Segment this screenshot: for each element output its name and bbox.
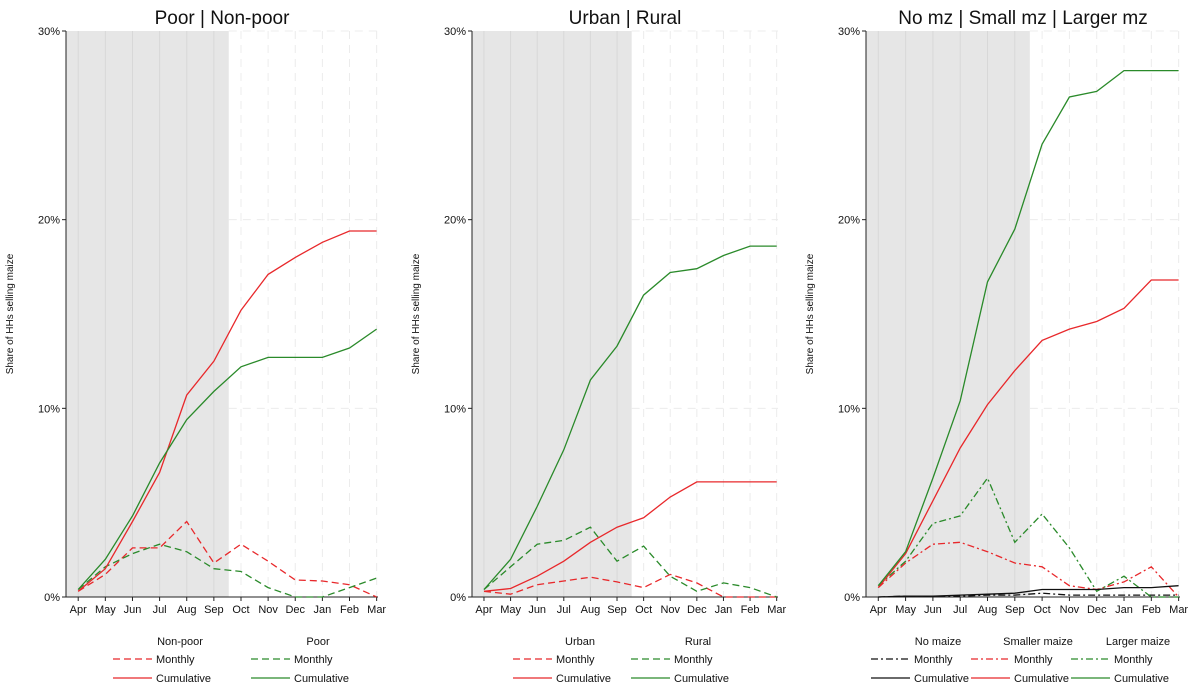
x-tick-label: Jun [528, 604, 546, 616]
x-tick-label: Jan [314, 604, 332, 616]
x-tick-label: Feb [340, 604, 359, 616]
series-line-poor-monthly [77, 543, 377, 598]
x-tick-label: Jan [715, 604, 733, 616]
series-line-urban-cumulative [483, 481, 777, 592]
y-tick-label: 20% [38, 215, 60, 227]
legend-entry-label: Monthly [1014, 654, 1053, 666]
legend-entry-label: Monthly [674, 654, 713, 666]
x-tick-label: Sep [607, 604, 627, 616]
shaded-period [866, 31, 1030, 597]
series-line-rural-cumulative [483, 245, 777, 590]
shaded-period [472, 31, 632, 597]
x-tick-label: Jul [153, 604, 167, 616]
series-line-larger-maize-monthly [877, 476, 1179, 598]
x-tick-label: Apr [70, 604, 87, 616]
legend-entry-label: Monthly [556, 654, 595, 666]
legend-group-title: Rural [685, 636, 711, 648]
legend-entry-label: Cumulative [294, 673, 349, 685]
chart-title: Urban | Rural [569, 8, 682, 29]
x-tick-label: May [95, 604, 116, 616]
y-tick-label: 10% [838, 403, 860, 415]
y-axis-label: Share of HHs selling maize [805, 253, 816, 374]
x-tick-label: Aug [581, 604, 601, 616]
series-line-no-maize-cumulative [878, 585, 1179, 598]
chart-title: Poor | Non-poor [155, 8, 291, 29]
x-tick-label: Apr [870, 604, 887, 616]
x-tick-label: Feb [1142, 604, 1161, 616]
legend-group-title: No maize [915, 636, 961, 648]
legend-group-title: Non-poor [157, 636, 203, 648]
legend-group-title: Urban [565, 636, 595, 648]
x-tick-label: Aug [978, 604, 998, 616]
y-tick-label: 10% [38, 403, 60, 415]
x-tick-label: Mar [767, 604, 786, 616]
series-line-rural-monthly [483, 526, 777, 598]
x-tick-label: Oct [232, 604, 249, 616]
x-tick-label: May [895, 604, 916, 616]
series-line-urban-monthly [483, 573, 777, 598]
legend-entry-label: Cumulative [914, 673, 969, 685]
x-tick-label: Nov [1060, 604, 1080, 616]
legend-group-title: Smaller maize [1003, 636, 1073, 648]
x-tick-label: Oct [1034, 604, 1051, 616]
legend-group-title: Poor [306, 636, 330, 648]
legend-entry-label: Cumulative [156, 673, 211, 685]
series-line-smaller-maize-monthly [877, 541, 1180, 598]
legend-entry-label: Cumulative [556, 673, 611, 685]
x-tick-label: Jul [953, 604, 967, 616]
x-tick-label: Dec [687, 604, 707, 616]
legend-entry-label: Cumulative [1014, 673, 1069, 685]
series-line-larger-maize-cumulative [877, 69, 1179, 587]
x-tick-label: Feb [741, 604, 760, 616]
x-tick-label: Apr [475, 604, 492, 616]
x-tick-label: Nov [258, 604, 278, 616]
series-line-non-poor-monthly [77, 520, 377, 598]
chart-title: No mz | Small mz | Larger mz [898, 8, 1148, 29]
x-tick-label: May [500, 604, 521, 616]
x-tick-label: Jul [557, 604, 571, 616]
series-line-poor-cumulative [77, 328, 377, 590]
y-axis-label: Share of HHs selling maize [411, 253, 422, 374]
y-tick-label: 30% [838, 26, 860, 38]
chart-panel-1: 0% 10% 20% 30% Apr May Jun Jul Aug Sep Oct Nov Dec Ja… [5, 8, 386, 685]
series-line-non-poor-cumulative [77, 230, 377, 592]
x-tick-label: Jun [124, 604, 142, 616]
legend-entry-label: Monthly [156, 654, 195, 666]
y-tick-label: 30% [38, 26, 60, 38]
shaded-period [66, 31, 229, 597]
legend-entry-label: Monthly [294, 654, 333, 666]
x-tick-label: Mar [367, 604, 386, 616]
x-tick-label: Sep [1005, 604, 1025, 616]
y-tick-label: 20% [838, 215, 860, 227]
x-tick-label: Mar [1169, 604, 1188, 616]
y-tick-label: 0% [844, 592, 860, 604]
series-line-smaller-maize-cumulative [877, 279, 1179, 589]
y-tick-label: 30% [444, 26, 466, 38]
y-tick-label: 0% [450, 592, 466, 604]
x-tick-label: Jun [924, 604, 942, 616]
x-tick-label: Dec [1087, 604, 1107, 616]
legend-group-title: Larger maize [1106, 636, 1170, 648]
chart-panel-2: 0% 10% 20% 30% Apr May Jun Jul Aug Sep Oct Nov Dec Ja… [411, 8, 786, 685]
x-tick-label: Dec [285, 604, 305, 616]
x-tick-label: Aug [177, 604, 197, 616]
y-tick-label: 10% [444, 403, 466, 415]
y-tick-label: 20% [444, 215, 466, 227]
x-tick-label: Sep [204, 604, 224, 616]
x-tick-label: Nov [660, 604, 680, 616]
y-tick-label: 0% [44, 592, 60, 604]
legend-entry-label: Cumulative [1114, 673, 1169, 685]
legend-entry-label: Monthly [1114, 654, 1153, 666]
legend-entry-label: Monthly [914, 654, 953, 666]
x-tick-label: Jan [1115, 604, 1133, 616]
x-tick-label: Oct [635, 604, 652, 616]
y-axis-label: Share of HHs selling maize [5, 253, 16, 374]
chart-panel-3: 0% 10% 20% 30% Apr May Jun Jul Aug Sep Oct Nov Dec Ja… [805, 8, 1188, 685]
legend-entry-label: Cumulative [674, 673, 729, 685]
